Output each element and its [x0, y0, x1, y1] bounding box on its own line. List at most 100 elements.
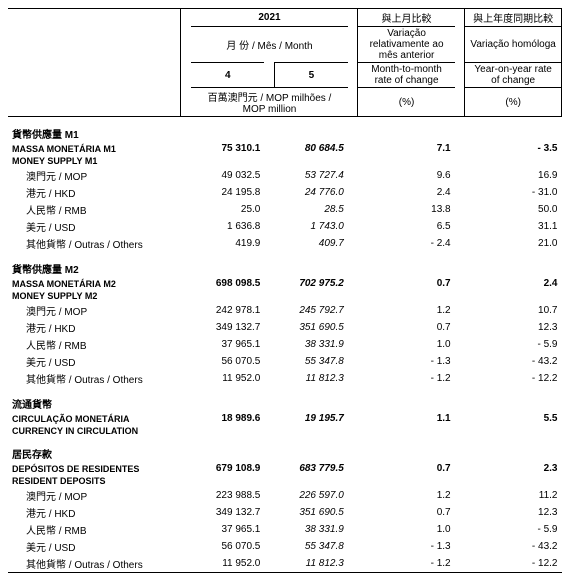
- row-label: 澳門元 / MOP: [8, 487, 181, 504]
- m1-total-yoy: - 3.5: [465, 142, 562, 155]
- cell: - 12.2: [465, 370, 562, 387]
- m1-title-en: MONEY SUPPLY M1: [8, 155, 181, 167]
- cell: 10.7: [465, 302, 562, 319]
- row-label: 澳門元 / MOP: [8, 302, 181, 319]
- row-label: 港元 / HKD: [8, 184, 181, 201]
- m2-total-v5: 702 975.2: [275, 277, 348, 290]
- circ-total-mom: 1.1: [358, 412, 455, 425]
- table-row: 人民幣 / RMB 37 965.1 38 331.9 1.0 - 5.9: [8, 521, 562, 538]
- m2-title-cn: 貨幣供應量 M2: [8, 260, 181, 277]
- header-pct1: (%): [358, 88, 455, 117]
- cell: 223 988.5: [191, 487, 264, 504]
- header-month-label: 月 份 / Mês / Month: [191, 27, 348, 63]
- cell: 28.5: [275, 201, 348, 218]
- m1-total-v5: 80 684.5: [275, 142, 348, 155]
- cell: 226 597.0: [275, 487, 348, 504]
- cell: 6.5: [358, 218, 455, 235]
- cell: 37 965.1: [191, 521, 264, 538]
- row-label: 人民幣 / RMB: [8, 521, 181, 538]
- cell: 0.7: [358, 319, 455, 336]
- header-year: 2021: [191, 9, 348, 27]
- header-mom-label: Month-to-month rate of change: [358, 63, 455, 88]
- cell: 21.0: [465, 235, 562, 252]
- dep-title-pt: DEPÓSITOS DE RESIDENTES: [8, 462, 181, 475]
- m2-total-mom: 0.7: [358, 277, 455, 290]
- table-row: 其他貨幣 / Outras / Others 419.9 409.7 - 2.4…: [8, 235, 562, 252]
- table-row: 澳門元 / MOP 223 988.5 226 597.0 1.2 11.2: [8, 487, 562, 504]
- table-row: 美元 / USD 1 636.8 1 743.0 6.5 31.1: [8, 218, 562, 235]
- cell: 56 070.5: [191, 538, 264, 555]
- table-row: 其他貨幣 / Outras / Others 11 952.0 11 812.3…: [8, 370, 562, 387]
- cell: 11 952.0: [191, 370, 264, 387]
- cell: 351 690.5: [275, 504, 348, 521]
- cell: 37 965.1: [191, 336, 264, 353]
- m1-title-cn: 貨幣供應量 M1: [8, 125, 181, 142]
- circ-title-pt: CIRCULAÇÃO MONETÁRIA: [8, 412, 181, 425]
- row-label: 其他貨幣 / Outras / Others: [8, 235, 181, 252]
- row-label: 其他貨幣 / Outras / Others: [8, 370, 181, 387]
- row-label: 美元 / USD: [8, 538, 181, 555]
- dep-total-v4: 679 108.9: [191, 462, 264, 475]
- cell: - 5.9: [465, 521, 562, 538]
- header-unit: 百萬澳門元 / MOP milhões / MOP million: [191, 88, 348, 117]
- cell: 55 347.8: [275, 353, 348, 370]
- cell: 245 792.7: [275, 302, 348, 319]
- cell: - 12.2: [465, 555, 562, 573]
- row-label: 港元 / HKD: [8, 319, 181, 336]
- cell: 11.2: [465, 487, 562, 504]
- cell: 53 727.4: [275, 167, 348, 184]
- money-supply-table: 2021 與上月比較 與上年度同期比較 月 份 / Mês / Month Va…: [8, 8, 562, 573]
- table-row: 人民幣 / RMB 25.0 28.5 13.8 50.0: [8, 201, 562, 218]
- cell: 1.0: [358, 336, 455, 353]
- header-var-prev-pt: Variação relativamente ao mês anterior: [358, 27, 455, 63]
- cell: 12.3: [465, 319, 562, 336]
- row-label: 澳門元 / MOP: [8, 167, 181, 184]
- circ-total-v5: 19 195.7: [275, 412, 348, 425]
- cell: 24 776.0: [275, 184, 348, 201]
- header-pct2: (%): [465, 88, 562, 117]
- cell: 49 032.5: [191, 167, 264, 184]
- circ-total-yoy: 5.5: [465, 412, 562, 425]
- cell: 1 743.0: [275, 218, 348, 235]
- table-row: 澳門元 / MOP 49 032.5 53 727.4 9.6 16.9: [8, 167, 562, 184]
- cell: 2.4: [358, 184, 455, 201]
- cell: - 5.9: [465, 336, 562, 353]
- circ-title-en: CURRENCY IN CIRCULATION: [8, 425, 181, 437]
- cell: 31.1: [465, 218, 562, 235]
- header-compare-yoy: 與上年度同期比較: [465, 9, 562, 27]
- header-var-yoy-pt: Variação homóloga: [465, 27, 562, 63]
- m2-total-v4: 698 098.5: [191, 277, 264, 290]
- m1-total-v4: 75 310.1: [191, 142, 264, 155]
- row-label: 美元 / USD: [8, 218, 181, 235]
- dep-total-v5: 683 779.5: [275, 462, 348, 475]
- m2-title-en: MONEY SUPPLY M2: [8, 290, 181, 302]
- cell: 349 132.7: [191, 319, 264, 336]
- cell: 351 690.5: [275, 319, 348, 336]
- dep-total-mom: 0.7: [358, 462, 455, 475]
- circ-title-cn: 流通貨幣: [8, 395, 181, 412]
- cell: 11 812.3: [275, 370, 348, 387]
- cell: 0.7: [358, 504, 455, 521]
- cell: - 1.3: [358, 538, 455, 555]
- cell: 38 331.9: [275, 336, 348, 353]
- header-col5: 5: [275, 63, 348, 88]
- m1-total-mom: 7.1: [358, 142, 455, 155]
- m1-title-pt: MASSA MONETÁRIA M1: [8, 142, 181, 155]
- cell: - 1.2: [358, 555, 455, 573]
- table-row: 港元 / HKD 349 132.7 351 690.5 0.7 12.3: [8, 319, 562, 336]
- cell: 56 070.5: [191, 353, 264, 370]
- dep-total-yoy: 2.3: [465, 462, 562, 475]
- row-label: 人民幣 / RMB: [8, 201, 181, 218]
- header-yoy-label: Year-on-year rate of change: [465, 63, 562, 88]
- m2-title-pt: MASSA MONETÁRIA M2: [8, 277, 181, 290]
- cell: 11 952.0: [191, 555, 264, 573]
- cell: 50.0: [465, 201, 562, 218]
- cell: 1.2: [358, 302, 455, 319]
- cell: 55 347.8: [275, 538, 348, 555]
- row-label: 美元 / USD: [8, 353, 181, 370]
- cell: 242 978.1: [191, 302, 264, 319]
- cell: 16.9: [465, 167, 562, 184]
- cell: - 2.4: [358, 235, 455, 252]
- cell: 1.0: [358, 521, 455, 538]
- cell: 24 195.8: [191, 184, 264, 201]
